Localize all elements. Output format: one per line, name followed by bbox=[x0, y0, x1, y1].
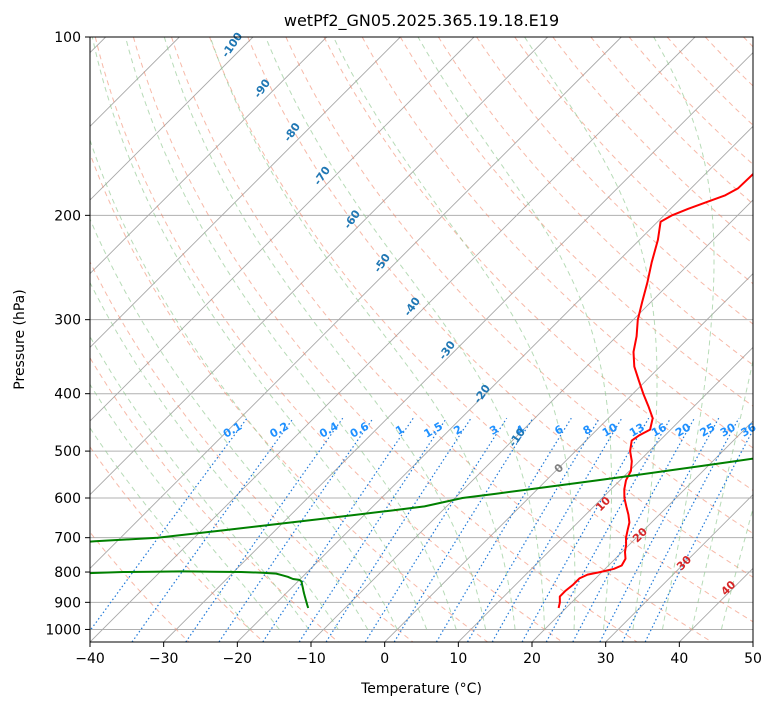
dewpoint-series-line bbox=[90, 457, 753, 609]
mixing-ratio-line bbox=[90, 417, 248, 632]
data-layer bbox=[90, 172, 753, 609]
temperature-series-line bbox=[557, 172, 753, 609]
dry-adiabat-line bbox=[590, 37, 753, 205]
y-tick-label: 400 bbox=[54, 387, 81, 403]
isotherm-line bbox=[90, 37, 475, 422]
x-tick-label: 40 bbox=[670, 651, 688, 667]
y-tick-label: 300 bbox=[54, 313, 81, 329]
moist-adiabat-line bbox=[265, 37, 546, 630]
mixing-ratio-line bbox=[325, 417, 472, 642]
dry-adiabat-line bbox=[90, 446, 264, 642]
x-tick-label: 50 bbox=[744, 651, 762, 667]
isotherm-line bbox=[605, 494, 753, 642]
dry-adiabat-line bbox=[628, 37, 753, 166]
moist-adiabat-line bbox=[524, 37, 658, 630]
dry-adiabat-line bbox=[399, 37, 753, 407]
y-tick-label: 500 bbox=[54, 444, 81, 460]
x-tick-label: 30 bbox=[597, 651, 615, 667]
y-tick-label: 1000 bbox=[45, 622, 81, 638]
dry-adiabat-line bbox=[132, 37, 638, 642]
y-tick-label: 900 bbox=[54, 595, 81, 611]
dry-adiabat-line bbox=[514, 37, 753, 285]
moist-adiabat-line bbox=[163, 37, 487, 630]
mixing-ratio-line bbox=[298, 417, 447, 642]
x-tick-label: 0 bbox=[380, 651, 389, 667]
y-axis-label: Pressure (hPa) bbox=[12, 289, 28, 389]
x-tick-label: −40 bbox=[75, 651, 105, 667]
dry-adiabat-line bbox=[437, 37, 753, 366]
moist-adiabat-line bbox=[90, 217, 369, 630]
moist-adiabat-line bbox=[90, 138, 398, 630]
tick-layer: −40 −30 −20 −10 0 10 20 30 40 50 100 200 300 400 500 60… bbox=[45, 30, 762, 667]
moist-adiabat-line bbox=[691, 358, 753, 630]
mixing-ratio-line bbox=[262, 417, 414, 642]
moist-adiabat-line bbox=[90, 383, 280, 630]
x-tick-label: 10 bbox=[449, 651, 467, 667]
dry-adiabat-line bbox=[361, 37, 753, 449]
x-tick-label: −30 bbox=[149, 651, 179, 667]
moist-adiabat-line bbox=[653, 37, 715, 630]
isotherm-line bbox=[90, 37, 401, 348]
mixing-ratio-line bbox=[621, 417, 740, 642]
isotherm-line bbox=[90, 37, 327, 275]
moist-adiabat-line bbox=[91, 37, 428, 630]
isotherm-line bbox=[310, 199, 753, 642]
isotherm-line bbox=[384, 273, 753, 642]
dry-adiabat-line bbox=[171, 37, 712, 642]
dry-adiabat-line bbox=[476, 37, 753, 325]
isotherm-line bbox=[90, 37, 622, 569]
y-tick-label: 800 bbox=[54, 565, 81, 581]
x-tick-label: −20 bbox=[223, 651, 253, 667]
isotherm-line bbox=[531, 420, 753, 642]
mixing-ratio-line bbox=[131, 417, 294, 642]
isotherm-line bbox=[163, 52, 753, 642]
dry-adiabat-line bbox=[247, 37, 753, 578]
dry-adiabat-line bbox=[94, 37, 563, 642]
moist-adiabat-line bbox=[125, 37, 457, 630]
isotherm-line bbox=[458, 346, 753, 642]
y-tick-label: 200 bbox=[54, 208, 81, 224]
mixing-ratio-line bbox=[466, 417, 600, 642]
moist-adiabat-line bbox=[209, 37, 516, 630]
mixing-ratio-line bbox=[521, 417, 650, 642]
plot-frame bbox=[89, 36, 754, 643]
mixing-ratio-line bbox=[644, 428, 753, 642]
isotherm-line bbox=[90, 37, 548, 496]
dry-adiabat-line bbox=[209, 37, 753, 623]
dry-adiabat-line bbox=[90, 260, 414, 642]
moist-adiabat-line bbox=[332, 37, 576, 630]
moist-adiabat-line bbox=[90, 427, 251, 630]
isotherm-line bbox=[237, 125, 753, 642]
y-tick-label: 700 bbox=[54, 531, 81, 547]
moist-adiabat-line bbox=[417, 37, 612, 630]
mixing-ratio-line bbox=[364, 417, 508, 642]
mixing-ratio-line bbox=[599, 417, 720, 642]
mixing-ratio-line bbox=[545, 417, 672, 642]
y-tick-label: 600 bbox=[54, 491, 81, 507]
mixing-ratio-line bbox=[491, 417, 623, 642]
x-tick-label: 20 bbox=[523, 651, 541, 667]
y-tick-label: 100 bbox=[54, 30, 81, 46]
x-tick-label: −10 bbox=[296, 651, 326, 667]
x-axis-label: Temperature (°C) bbox=[360, 681, 482, 697]
isotherm-line bbox=[90, 37, 696, 642]
isotherm-line bbox=[90, 37, 254, 201]
chart-title: wetPf2_GN05.2025.365.19.18.E19 bbox=[284, 11, 559, 31]
